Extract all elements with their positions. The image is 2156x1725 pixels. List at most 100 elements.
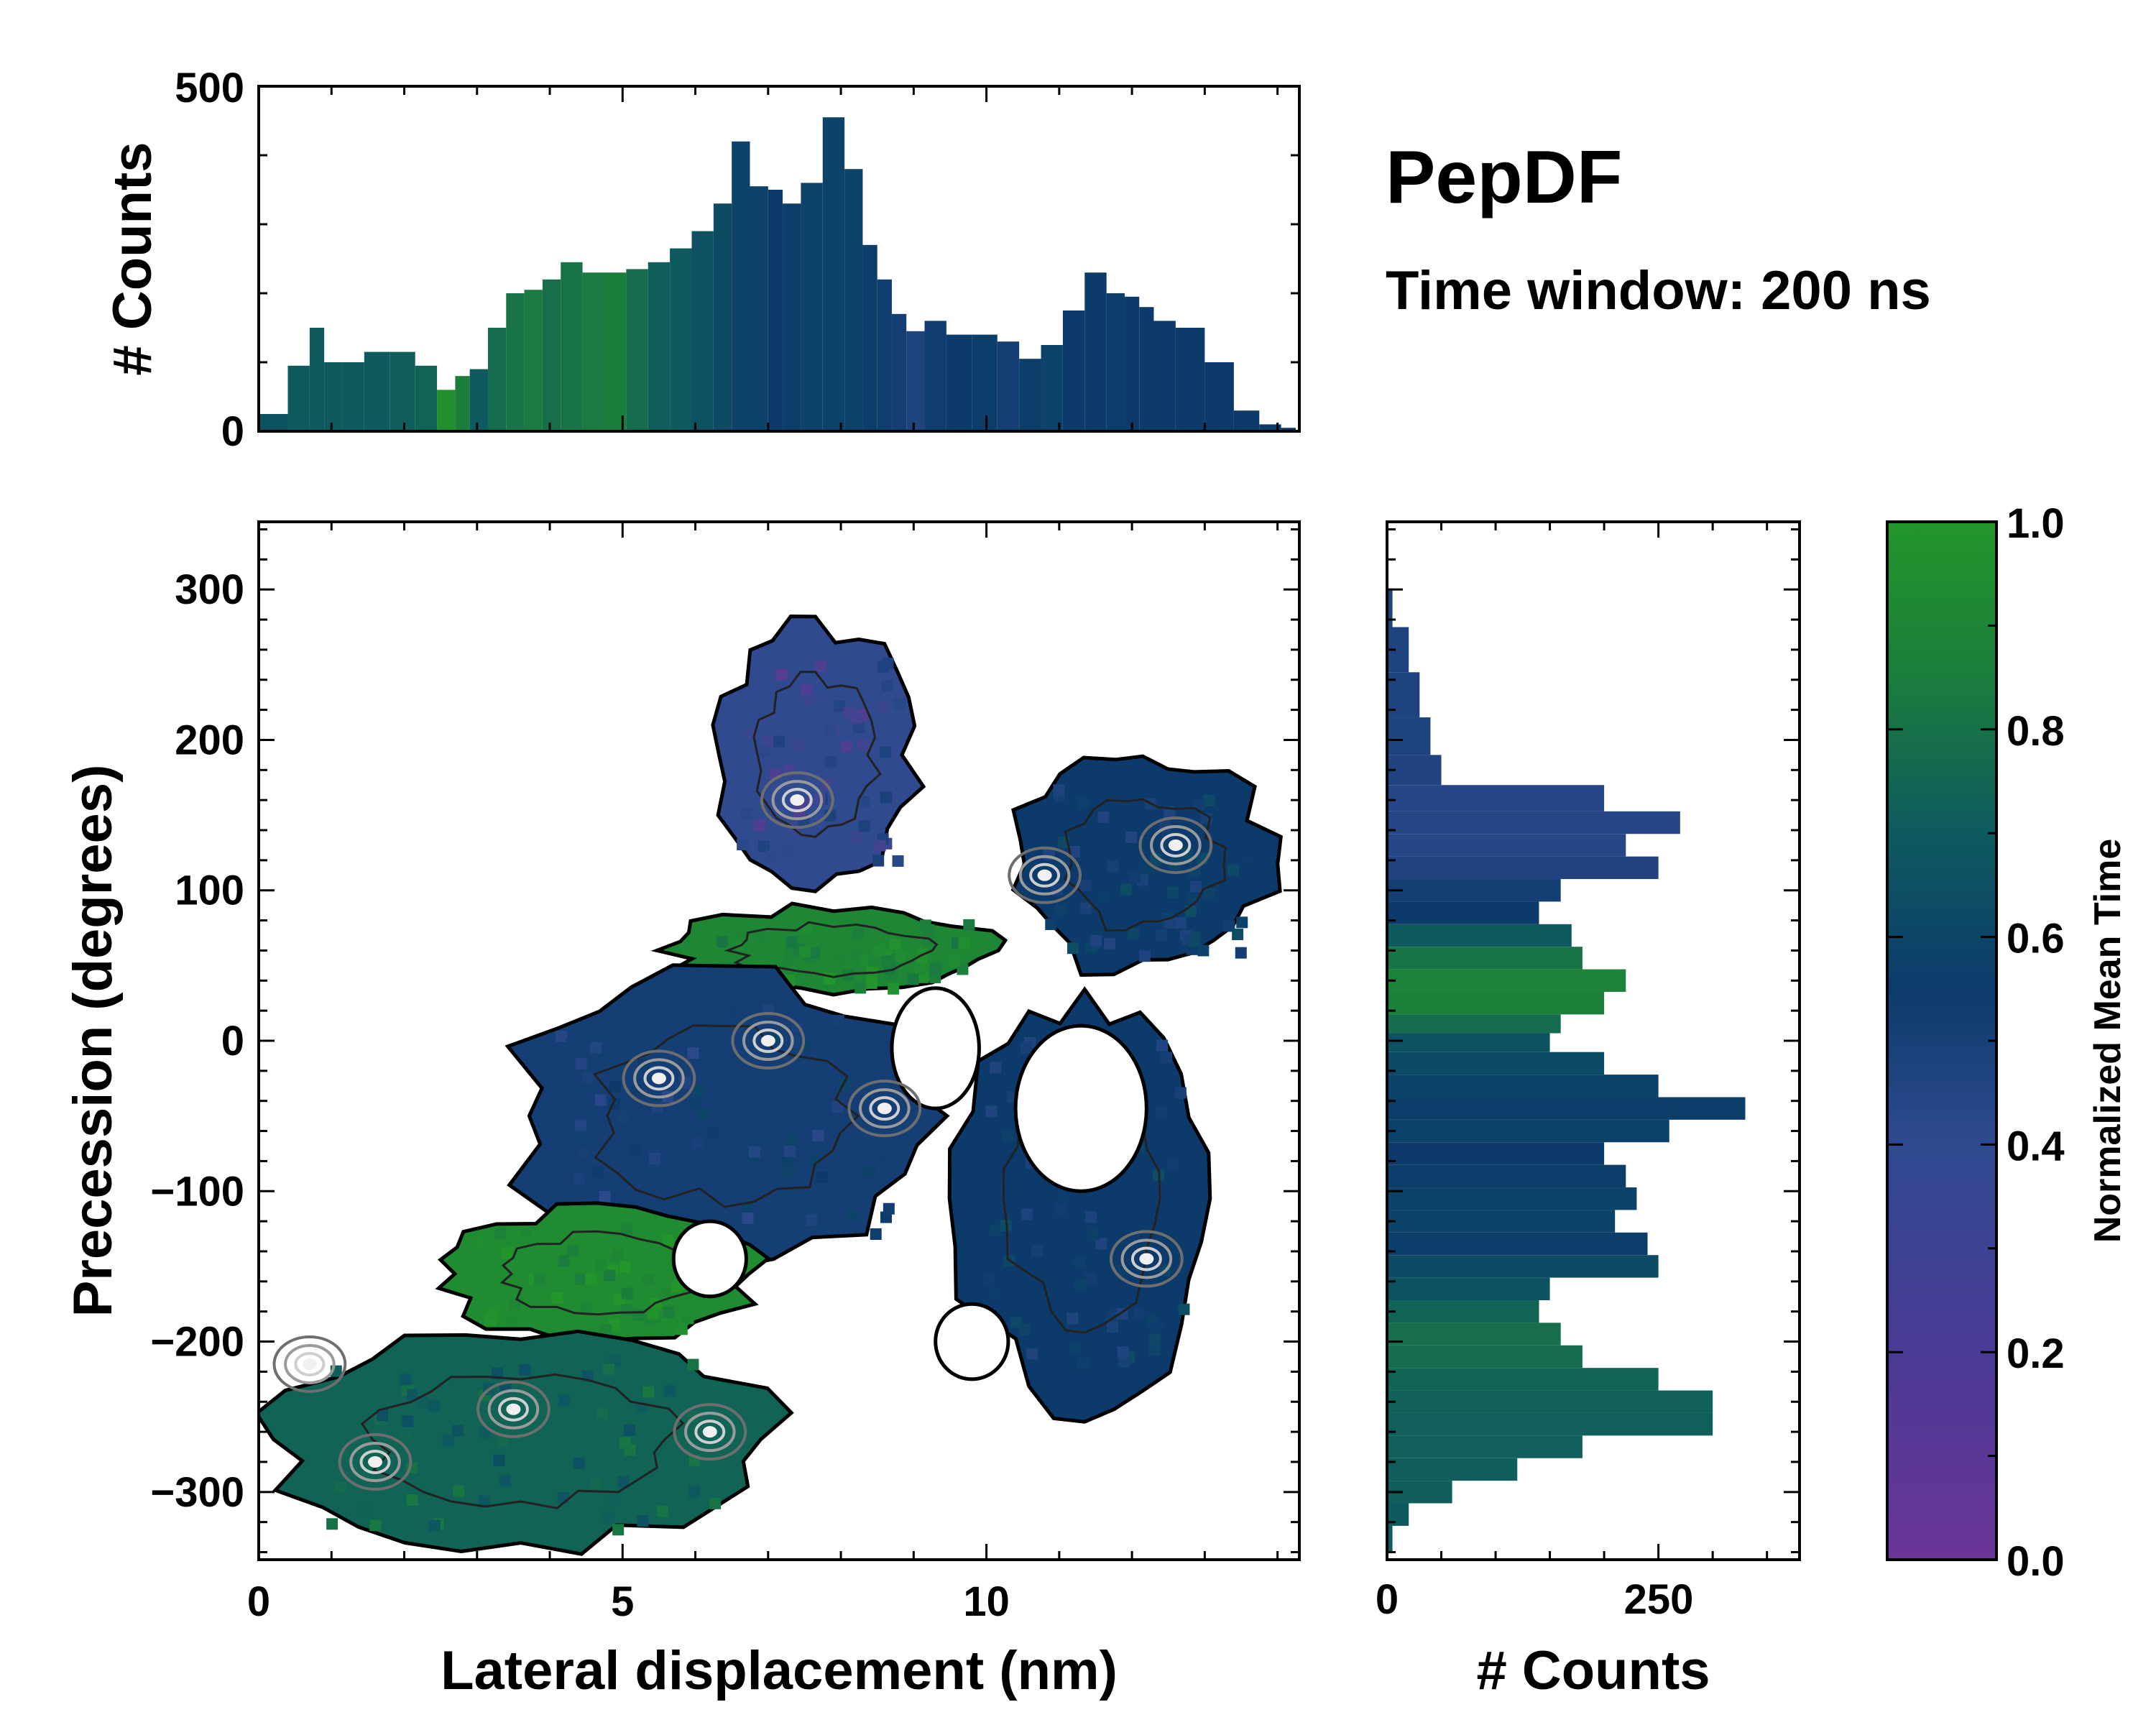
joint-map-cell — [988, 1287, 1000, 1299]
joint-map-ytick-label: −200 — [150, 1319, 244, 1366]
joint-map-cell — [801, 684, 813, 696]
joint-map-cell — [1203, 794, 1215, 806]
top-histogram-bars — [259, 117, 1296, 432]
top-histogram-bar — [487, 328, 507, 431]
joint-map-cell — [929, 971, 941, 983]
joint-map-cell — [521, 1228, 533, 1241]
joint-map-cell — [497, 1435, 509, 1448]
joint-map-cell — [1010, 1316, 1023, 1328]
joint-map-cell — [803, 694, 815, 706]
joint-map-cell — [632, 1309, 645, 1321]
joint-map-ytick-label: 200 — [175, 717, 244, 763]
joint-map-cell — [501, 1247, 513, 1259]
top-histogram-bar — [324, 362, 343, 431]
joint-map-cell — [1197, 944, 1210, 957]
top-histogram-bar — [713, 203, 732, 431]
joint-map-cell — [1020, 1041, 1032, 1054]
joint-map-cell — [623, 1424, 635, 1436]
joint-map-peak — [790, 794, 805, 806]
right-histogram-bar — [1387, 1525, 1393, 1552]
joint-map-cell — [671, 1281, 683, 1293]
joint-map-cell — [1090, 934, 1102, 947]
joint-map-cell — [580, 1300, 592, 1312]
joint-map-ytick-label: 0 — [221, 1018, 244, 1064]
joint-map-cell — [474, 1236, 486, 1248]
top-histogram-bar — [1084, 272, 1107, 431]
joint-map-cell — [958, 937, 970, 949]
right-xtick-250: 250 — [1624, 1576, 1694, 1623]
joint-map-cell — [963, 919, 975, 931]
joint-map-cell — [1181, 847, 1193, 860]
top-histogram-bar — [309, 328, 325, 431]
joint-map-cell — [743, 920, 755, 932]
joint-map-cell — [1156, 929, 1168, 942]
joint-map-cell — [651, 1101, 663, 1113]
joint-map-cell — [499, 1474, 511, 1486]
joint-map-cell — [624, 1444, 636, 1456]
joint-map-cell — [880, 954, 893, 967]
joint-map-peak-contour — [633, 1058, 685, 1099]
joint-map-cell — [1104, 937, 1116, 949]
joint-map-cell — [783, 1166, 796, 1178]
joint-map-cell — [400, 1374, 412, 1386]
joint-map-cell — [706, 1127, 719, 1139]
top-histogram-bar — [822, 117, 845, 431]
right-histogram-bars — [1387, 589, 1746, 1552]
right-histogram-bar — [1387, 1119, 1669, 1143]
top-histogram-bar — [997, 341, 1020, 431]
joint-map-cell — [1054, 1204, 1067, 1216]
joint-map-cell — [639, 1230, 651, 1242]
joint-map-cell — [1128, 871, 1141, 883]
joint-map-cell — [1235, 947, 1247, 959]
joint-map-cell — [1002, 1130, 1014, 1142]
joint-map-cell — [619, 1261, 631, 1273]
top-histogram-bar — [877, 279, 892, 431]
joint-map-cell — [1080, 902, 1092, 914]
joint-map-cell — [840, 740, 852, 753]
joint-map-cell — [786, 936, 798, 948]
joint-map-cell — [1067, 1312, 1079, 1325]
joint-map-cell — [621, 1224, 633, 1236]
top-histogram-bar — [1153, 321, 1176, 431]
joint-map-cell — [753, 819, 765, 832]
joint-map-peak-contour — [1029, 862, 1061, 888]
joint-map-cell — [849, 947, 862, 960]
joint-map-hole — [1013, 1024, 1148, 1193]
joint-map-cell — [428, 1400, 440, 1412]
figure-subtitle: Time window: 200 ns — [1386, 260, 1931, 321]
colorbar: 0.0 0.2 0.4 0.6 0.8 1.0 Normalized Mean Time — [1886, 500, 2129, 1585]
right-histogram-bar — [1387, 811, 1680, 834]
joint-map-cell — [688, 1486, 701, 1498]
joint-map-cell — [985, 1105, 998, 1118]
joint-map-peak-contour — [1130, 1246, 1162, 1271]
joint-map-cell — [880, 746, 892, 758]
right-histogram-bar — [1387, 1345, 1583, 1368]
joint-map-cell — [850, 712, 862, 724]
joint-map-cell — [857, 738, 869, 750]
joint-map-cell — [493, 1454, 505, 1466]
joint-map-xtick-label: 5 — [611, 1578, 634, 1625]
joint-map-cell — [785, 1133, 797, 1146]
joint-map-cell — [428, 1519, 441, 1532]
joint-map-cell — [799, 946, 811, 958]
joint-map-cell — [1193, 799, 1205, 811]
joint-map-cell — [837, 782, 849, 794]
joint-map-cell — [783, 843, 795, 855]
joint-map-hole — [890, 986, 981, 1110]
joint-map-cell — [877, 661, 890, 673]
joint-map-cell — [682, 1312, 694, 1325]
joint-map-cell — [608, 1494, 620, 1506]
joint-map-cell — [709, 1497, 722, 1509]
top-histogram-bar — [648, 262, 671, 431]
joint-map-contour — [752, 671, 882, 838]
joint-map-cell — [1133, 1307, 1146, 1320]
joint-map-cell — [657, 1505, 669, 1517]
joint-map-cell — [808, 1156, 821, 1169]
joint-map-cell — [637, 1515, 649, 1527]
joint-map-peak — [302, 1358, 317, 1370]
joint-map-cell — [1189, 880, 1202, 893]
joint-map-cell — [505, 1315, 517, 1327]
joint-map-regions — [259, 614, 1283, 1556]
top-histogram-bar — [1281, 428, 1296, 431]
top-histogram-bar — [626, 269, 648, 431]
